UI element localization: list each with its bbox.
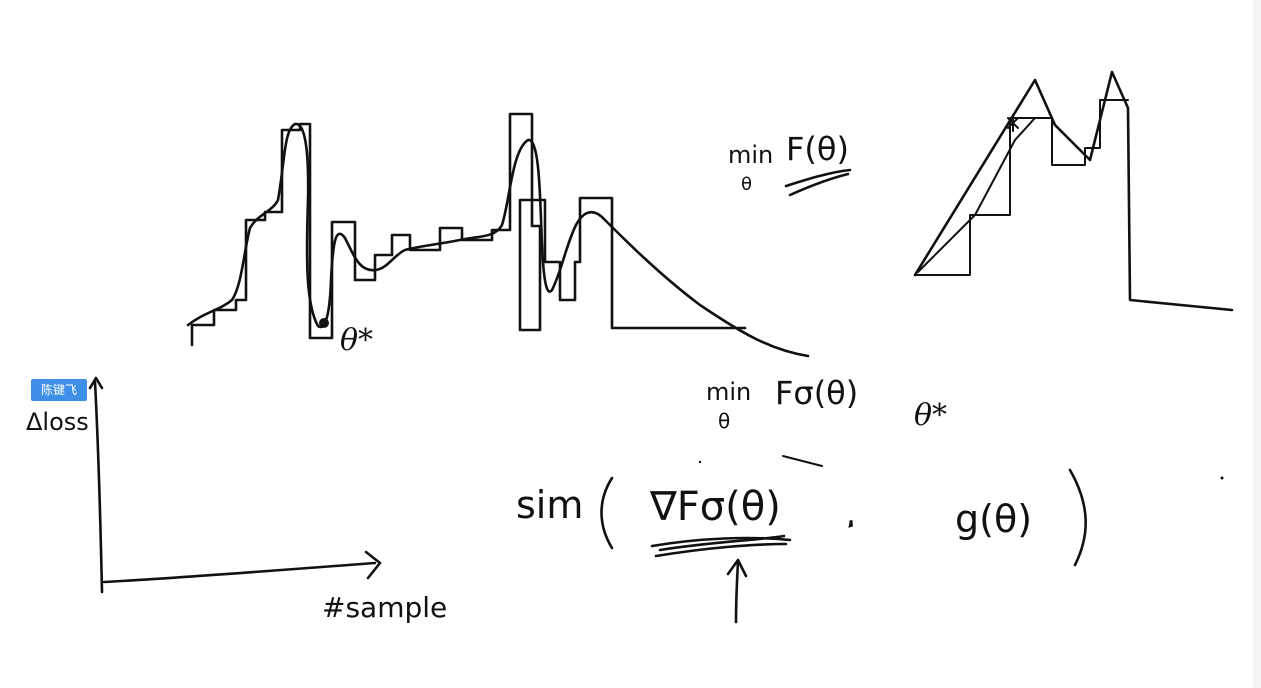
underline-grad xyxy=(650,536,792,548)
collaborator-name-tag: 陈键飞 xyxy=(31,379,87,401)
stray-dot-2 xyxy=(1220,476,1224,480)
label-delta-loss: Δloss xyxy=(26,408,89,436)
label-sim: sim xyxy=(516,483,583,527)
label-num-sample: #sample xyxy=(322,591,447,624)
underline-F-theta-2 xyxy=(788,172,850,197)
right-landscape-steps xyxy=(914,99,1129,276)
label-theta-star-left: θ* xyxy=(340,323,373,358)
loss-landscape-staircase xyxy=(190,112,747,347)
right-landscape-diagonal xyxy=(917,117,1036,273)
x-axis-arrowhead xyxy=(364,550,382,580)
label-theta-sub-mid: θ xyxy=(718,409,730,433)
y-axis-arrowhead xyxy=(88,376,104,390)
label-comma: , xyxy=(846,497,856,532)
pointer-arrow xyxy=(734,560,740,624)
stray-dot-1 xyxy=(849,523,853,527)
label-theta-star-mid: θ* xyxy=(914,398,947,433)
sim-left-paren xyxy=(600,476,614,550)
right-star-mark xyxy=(1007,114,1019,132)
label-min-top: min xyxy=(728,141,773,169)
label-theta-sub-top: θ xyxy=(741,174,752,195)
label-F-sigma-theta: Fσ(θ) xyxy=(775,374,858,412)
stray-dot-3 xyxy=(698,460,702,464)
underline-grad-2 xyxy=(654,542,788,558)
underline-grad-3 xyxy=(658,534,786,552)
sim-right-paren xyxy=(1068,468,1087,567)
x-axis xyxy=(102,561,377,584)
label-F-theta: F(θ) xyxy=(786,130,849,168)
pointer-arrowhead xyxy=(726,558,748,578)
stray-mark xyxy=(782,455,823,467)
y-axis xyxy=(93,380,104,594)
underline-F-theta xyxy=(784,168,852,188)
label-g-theta: g(θ) xyxy=(955,497,1032,541)
label-grad-F-sigma: ∇Fσ(θ) xyxy=(649,484,781,530)
label-min-mid: min xyxy=(706,378,751,406)
scrollbar[interactable] xyxy=(1253,0,1261,688)
optimum-point xyxy=(319,318,329,328)
